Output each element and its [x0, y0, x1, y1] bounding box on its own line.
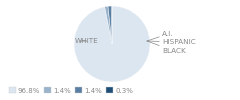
Text: HISPANIC: HISPANIC — [147, 39, 196, 45]
Wedge shape — [74, 6, 150, 82]
Wedge shape — [108, 6, 112, 44]
Text: BLACK: BLACK — [147, 41, 186, 54]
Text: WHITE: WHITE — [75, 38, 99, 44]
Wedge shape — [105, 6, 112, 44]
Legend: 96.8%, 1.4%, 1.4%, 0.3%: 96.8%, 1.4%, 1.4%, 0.3% — [6, 85, 136, 96]
Wedge shape — [111, 6, 112, 44]
Text: A.I.: A.I. — [147, 31, 174, 41]
